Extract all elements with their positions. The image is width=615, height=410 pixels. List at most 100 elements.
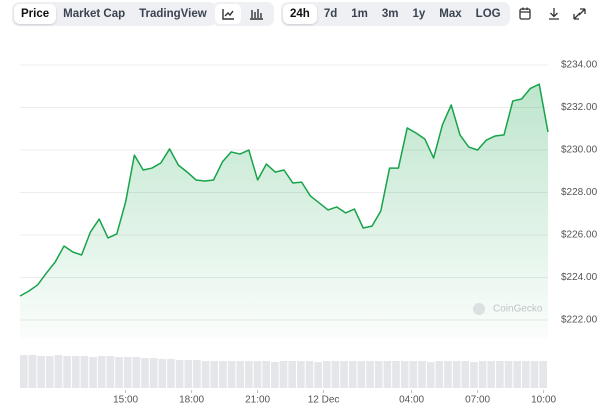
chart-style-tabs xyxy=(212,2,274,26)
range-tab[interactable]: 24h xyxy=(283,4,317,24)
volume-bar xyxy=(245,361,253,388)
volume-bar xyxy=(314,362,322,388)
chart-style-icons xyxy=(215,4,263,24)
volume-bar xyxy=(227,361,236,388)
download-icon[interactable] xyxy=(549,8,559,20)
x-tick-label: 10:00 xyxy=(531,395,556,406)
y-tick-label: $228.00 xyxy=(561,187,598,198)
view-tab[interactable]: Price xyxy=(14,4,57,24)
volume-bar xyxy=(89,357,97,388)
volume-bar xyxy=(149,358,158,388)
range-tab[interactable]: 3m xyxy=(381,8,399,20)
volume-bar xyxy=(253,361,262,388)
line-icon xyxy=(222,9,234,20)
volume-bar xyxy=(193,360,201,388)
volume-bar xyxy=(452,361,461,388)
volume-bar xyxy=(357,361,366,388)
view-tabs: Price Market Cap TradingView xyxy=(12,2,216,26)
volume-bar xyxy=(80,356,89,388)
volume-bar xyxy=(167,359,175,388)
x-tick-label: 04:00 xyxy=(399,395,424,406)
volume-bar xyxy=(71,356,80,388)
volume-bar xyxy=(63,356,71,388)
volume-bar xyxy=(37,356,45,388)
volume-bar xyxy=(45,356,54,388)
volume-bar xyxy=(219,361,227,388)
volume-bar xyxy=(97,356,106,388)
range-tab[interactable]: Max xyxy=(439,8,462,20)
view-tab[interactable]: Market Cap xyxy=(63,8,126,20)
volume-bar xyxy=(158,359,167,388)
volume-bar xyxy=(201,361,210,388)
volume-bar xyxy=(271,362,279,388)
volume-bar xyxy=(435,361,444,388)
volume-bar xyxy=(374,361,383,388)
volume-bar xyxy=(262,361,271,388)
volume-bar xyxy=(296,361,305,388)
volume-bar xyxy=(461,361,470,388)
volume-bar xyxy=(236,361,245,388)
volume-bar xyxy=(504,361,513,388)
line-style-button[interactable] xyxy=(215,4,241,24)
y-tick-label: $226.00 xyxy=(561,230,598,241)
volume-bar xyxy=(115,357,123,388)
view-tab[interactable]: TradingView xyxy=(139,8,207,20)
volume-bar xyxy=(366,361,374,388)
volume-bar xyxy=(418,361,426,388)
calendar-icon[interactable] xyxy=(519,8,531,20)
range-tabs: 24h 7d 1m 3m 1y Max LOG xyxy=(281,2,510,26)
volume-bar xyxy=(288,361,296,388)
volume-bar xyxy=(54,355,63,388)
volume-bar xyxy=(132,357,141,388)
volume-bar xyxy=(20,355,28,388)
volume-bar xyxy=(409,361,418,388)
x-tick-label: 21:00 xyxy=(245,395,270,406)
volume-bar xyxy=(28,355,37,388)
volume-bar xyxy=(400,361,409,388)
x-tick-label: 15:00 xyxy=(113,395,138,406)
volume-bar xyxy=(123,357,132,388)
volume-bar xyxy=(392,361,400,388)
price-area xyxy=(20,84,548,339)
y-tick-label: $224.00 xyxy=(561,272,598,283)
volume-bar xyxy=(279,361,288,388)
volume-bar xyxy=(444,361,452,388)
fullscreen-icon[interactable] xyxy=(573,8,586,20)
chart: $222.00 $224.00 $226.00 $228.00 $230.00 $232.… xyxy=(19,60,598,406)
volume-bar xyxy=(487,361,496,388)
volume-bar xyxy=(522,361,530,388)
volume-bar xyxy=(513,361,522,388)
x-tick-label: 18:00 xyxy=(179,395,204,406)
y-tick-label: $230.00 xyxy=(561,145,598,156)
volume-bar xyxy=(530,361,539,388)
candle-icon[interactable] xyxy=(250,9,263,20)
volume-bar xyxy=(305,361,314,388)
volume-bar xyxy=(210,361,219,388)
range-tab[interactable]: 7d xyxy=(323,8,338,20)
volume-bar xyxy=(322,361,331,388)
volume-bar xyxy=(383,361,392,388)
volume-bar xyxy=(340,361,348,388)
volume-bar xyxy=(106,356,115,388)
volume-bar xyxy=(175,360,184,388)
volume-bar xyxy=(539,361,547,388)
tool-icons xyxy=(519,7,586,20)
y-tick-label: $222.00 xyxy=(561,315,598,326)
x-tick-label: 07:00 xyxy=(465,395,490,406)
volume-bar xyxy=(426,362,435,388)
range-tab[interactable]: LOG xyxy=(475,8,501,20)
range-tab[interactable]: 1m xyxy=(351,8,368,20)
x-tick-label: 12 Dec xyxy=(308,395,340,406)
volume-bar xyxy=(348,361,357,388)
price-line xyxy=(19,83,549,297)
volume-bar xyxy=(478,361,487,388)
y-tick-label: $234.00 xyxy=(561,60,598,71)
y-tick-label: $232.00 xyxy=(561,102,598,113)
volume-bar xyxy=(184,360,193,388)
volume-bar xyxy=(141,358,149,388)
range-tab[interactable]: 1y xyxy=(412,8,426,20)
volume-bar xyxy=(496,361,504,388)
volume-bar xyxy=(331,361,340,388)
volume-bar xyxy=(470,362,478,388)
